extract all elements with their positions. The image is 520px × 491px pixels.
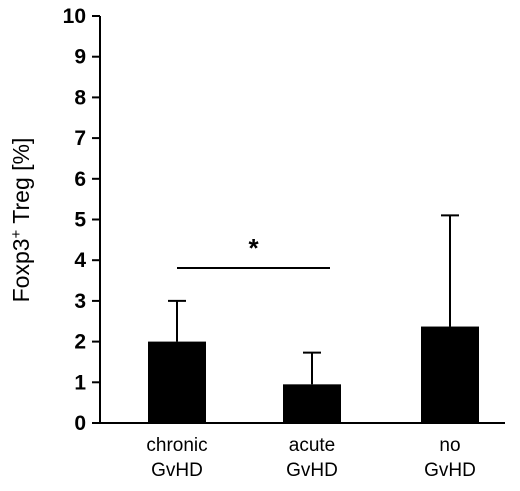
y-axis-title-main: Foxp3 xyxy=(8,238,34,302)
y-tick-label: 6 xyxy=(74,168,86,191)
y-tick-label: 9 xyxy=(74,46,86,69)
y-tick-label: 8 xyxy=(74,86,86,109)
y-tick-label: 1 xyxy=(74,371,86,394)
y-axis-ticks: 0 1 2 3 4 5 6 7 8 9 10 xyxy=(63,5,100,435)
y-tick-label: 10 xyxy=(63,5,86,28)
y-axis-title-suffix: Treg [%] xyxy=(8,138,34,230)
y-tick-label: 2 xyxy=(74,331,86,354)
x-axis-labels: chronic GvHD acute GvHD no GvHD xyxy=(146,435,475,481)
y-axis-title: Foxp3+ Treg [%] xyxy=(8,138,35,303)
error-bars-layer xyxy=(168,214,459,385)
y-axis-title-superscript: + xyxy=(8,229,25,238)
bars-layer xyxy=(148,326,479,423)
x-category-label: no xyxy=(439,435,460,456)
x-category-label: GvHD xyxy=(151,460,203,481)
y-tick-label: 5 xyxy=(74,209,86,232)
x-category-label: GvHD xyxy=(424,460,476,481)
significance-star: * xyxy=(248,233,259,263)
bar xyxy=(421,326,479,423)
x-category-label: chronic xyxy=(146,435,207,456)
y-tick-label: 3 xyxy=(74,290,86,313)
x-category-label: GvHD xyxy=(286,460,338,481)
bar xyxy=(283,384,341,423)
x-category-label: acute xyxy=(289,435,335,456)
y-tick-label: 4 xyxy=(74,249,86,272)
bar xyxy=(148,341,206,423)
y-tick-label: 7 xyxy=(74,127,86,150)
y-tick-label: 0 xyxy=(74,412,86,435)
significance-annotation: * xyxy=(177,233,330,269)
